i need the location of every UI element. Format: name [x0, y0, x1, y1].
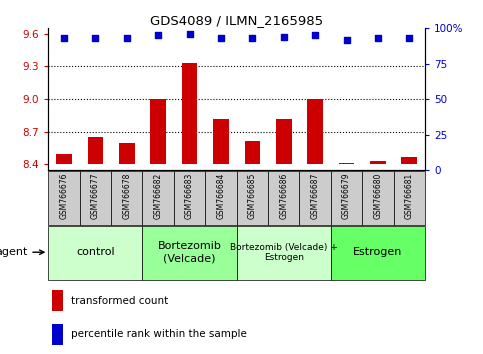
Bar: [119, 143, 135, 165]
Point: [343, 37, 351, 42]
Bar: [276, 119, 292, 165]
Text: GSM766677: GSM766677: [91, 173, 100, 219]
Point: [280, 34, 288, 40]
Bar: [182, 63, 198, 165]
Text: GSM766687: GSM766687: [311, 173, 320, 219]
Title: GDS4089 / ILMN_2165985: GDS4089 / ILMN_2165985: [150, 14, 323, 27]
Bar: [174, 171, 205, 225]
Text: GSM766686: GSM766686: [279, 173, 288, 219]
Text: percentile rank within the sample: percentile rank within the sample: [71, 329, 247, 339]
Text: Estrogen: Estrogen: [353, 247, 403, 257]
Bar: [331, 226, 425, 280]
Point: [60, 35, 68, 41]
Bar: [362, 171, 394, 225]
Point: [312, 33, 319, 38]
Bar: [48, 171, 80, 225]
Point: [374, 35, 382, 41]
Bar: [48, 226, 142, 280]
Bar: [370, 161, 386, 165]
Bar: [237, 171, 268, 225]
Text: Bortezomib (Velcade) +
Estrogen: Bortezomib (Velcade) + Estrogen: [230, 242, 338, 262]
Bar: [299, 171, 331, 225]
Text: GSM766684: GSM766684: [216, 173, 226, 219]
Bar: [52, 324, 63, 345]
Point: [186, 31, 194, 37]
Text: GSM766685: GSM766685: [248, 173, 257, 219]
Bar: [213, 119, 229, 165]
Text: control: control: [76, 247, 114, 257]
Point: [406, 35, 413, 41]
Bar: [80, 171, 111, 225]
Bar: [307, 99, 323, 165]
Text: agent: agent: [0, 247, 44, 257]
Bar: [87, 137, 103, 165]
Bar: [394, 171, 425, 225]
Bar: [339, 164, 355, 165]
Bar: [52, 290, 63, 312]
Point: [217, 35, 225, 41]
Point: [155, 33, 162, 38]
Bar: [142, 226, 237, 280]
Bar: [142, 171, 174, 225]
Text: GSM766683: GSM766683: [185, 173, 194, 219]
Text: GSM766676: GSM766676: [59, 173, 69, 219]
Bar: [401, 157, 417, 165]
Bar: [244, 141, 260, 165]
Bar: [205, 171, 237, 225]
Bar: [237, 226, 331, 280]
Bar: [56, 154, 72, 165]
Bar: [111, 171, 142, 225]
Point: [249, 35, 256, 41]
Text: GSM766679: GSM766679: [342, 173, 351, 219]
Text: GSM766680: GSM766680: [373, 173, 383, 219]
Bar: [150, 99, 166, 165]
Bar: [268, 171, 299, 225]
Text: Bortezomib
(Velcade): Bortezomib (Velcade): [157, 241, 222, 263]
Text: GSM766682: GSM766682: [154, 173, 163, 219]
Bar: [331, 171, 362, 225]
Text: GSM766681: GSM766681: [405, 173, 414, 219]
Point: [92, 35, 99, 41]
Text: transformed count: transformed count: [71, 296, 168, 306]
Text: GSM766678: GSM766678: [122, 173, 131, 219]
Point: [123, 35, 131, 41]
